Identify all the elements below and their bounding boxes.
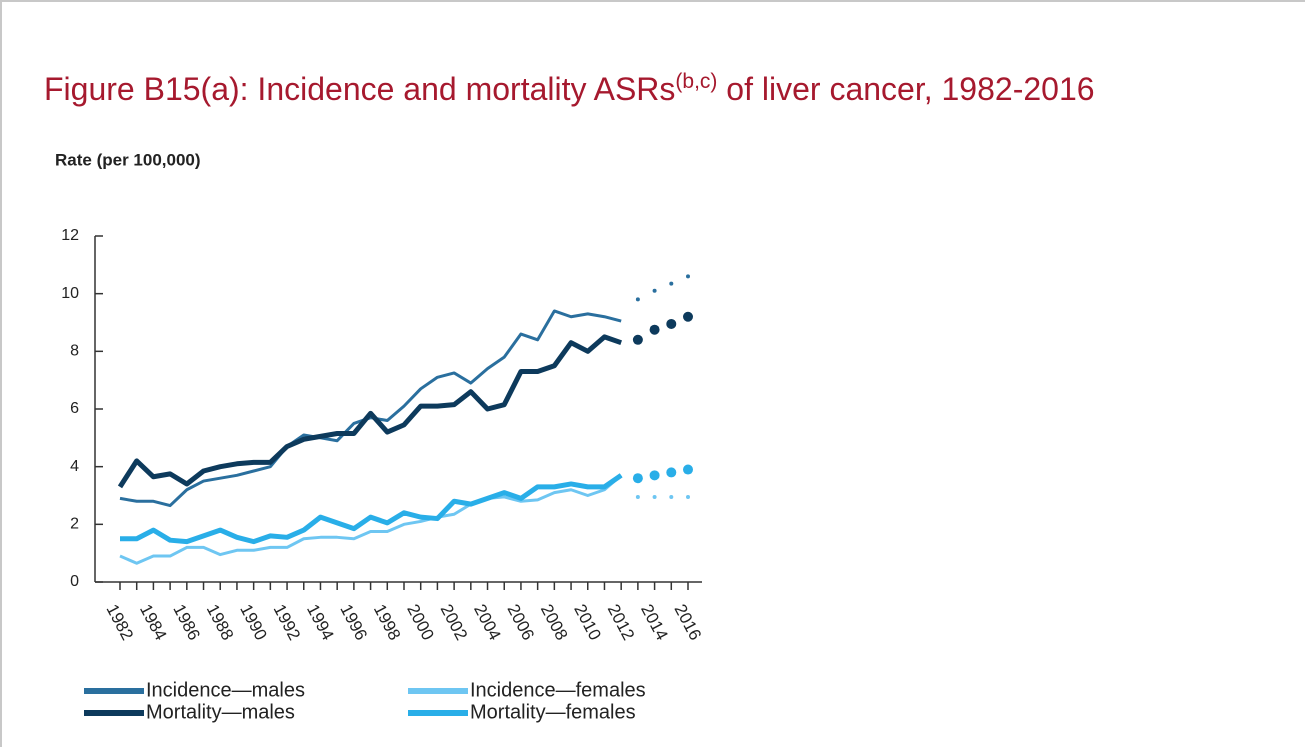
x-tick-label: 2000 [403,601,438,643]
y-tick-label: 10 [61,285,79,302]
y-tick-label: 4 [70,458,79,475]
legend-swatch [408,688,468,694]
projected-point [652,288,657,293]
legend-swatch [84,710,144,716]
projected-point [683,311,693,322]
projected-point [669,494,674,499]
x-tick-label: 2014 [637,601,672,643]
y-tick-label: 2 [70,516,79,533]
x-tick-label: 2008 [537,601,572,643]
projected-point [666,467,677,478]
title-superscript: (b,c) [675,70,718,93]
projected-point [666,318,677,329]
x-tick-label: 1988 [203,601,238,643]
projected-point [649,324,660,335]
projected-point [635,494,640,499]
x-tick-label: 2002 [437,601,472,643]
x-tick-label: 1994 [303,601,338,643]
projected-point [686,274,690,279]
projected-point [632,334,643,345]
y-tick-label: 12 [61,227,79,244]
projected-point [635,297,640,302]
title-end: of liver cancer, 1982-2016 [726,71,1095,107]
projected-point [686,494,690,499]
x-tick-label: 2016 [671,601,706,643]
projected-point [652,494,657,499]
x-tick-label: 1996 [336,601,371,643]
x-tick-label: 2004 [470,601,505,643]
y-tick-label: 8 [70,343,79,360]
projected-point [632,473,643,484]
series-line [120,473,623,545]
x-tick-label: 1986 [169,601,204,643]
legend-swatch [408,710,468,716]
series-line [119,309,622,508]
projected-point [683,464,693,475]
x-tick-label: 2006 [503,601,538,643]
title-main: Figure B15(a): Incidence and mortality A… [44,71,676,107]
legend-label: Mortality—females [470,701,636,723]
projected-point [649,470,660,481]
projected-point [669,281,674,286]
legend-label: Incidence—males [146,679,305,701]
x-tick-label: 2012 [604,601,639,643]
x-tick-label: 1984 [136,601,171,643]
legend-swatch [84,688,144,694]
legend-label: Incidence—females [470,679,646,701]
chart-title: Figure B15(a): Incidence and mortality A… [44,70,1095,108]
y-tick-label: 6 [70,400,79,417]
x-tick-label: 2010 [570,601,605,643]
legend-label: Mortality—males [146,701,295,723]
series-line [119,474,623,565]
y-tick-label: 0 [70,573,79,590]
x-tick-label: 1982 [103,601,138,643]
x-tick-label: 1992 [270,601,305,643]
y-axis-label: Rate (per 100,000) [55,150,201,169]
x-tick-label: 1990 [236,601,271,643]
x-tick-label: 1998 [370,601,405,643]
series-line [117,334,622,489]
